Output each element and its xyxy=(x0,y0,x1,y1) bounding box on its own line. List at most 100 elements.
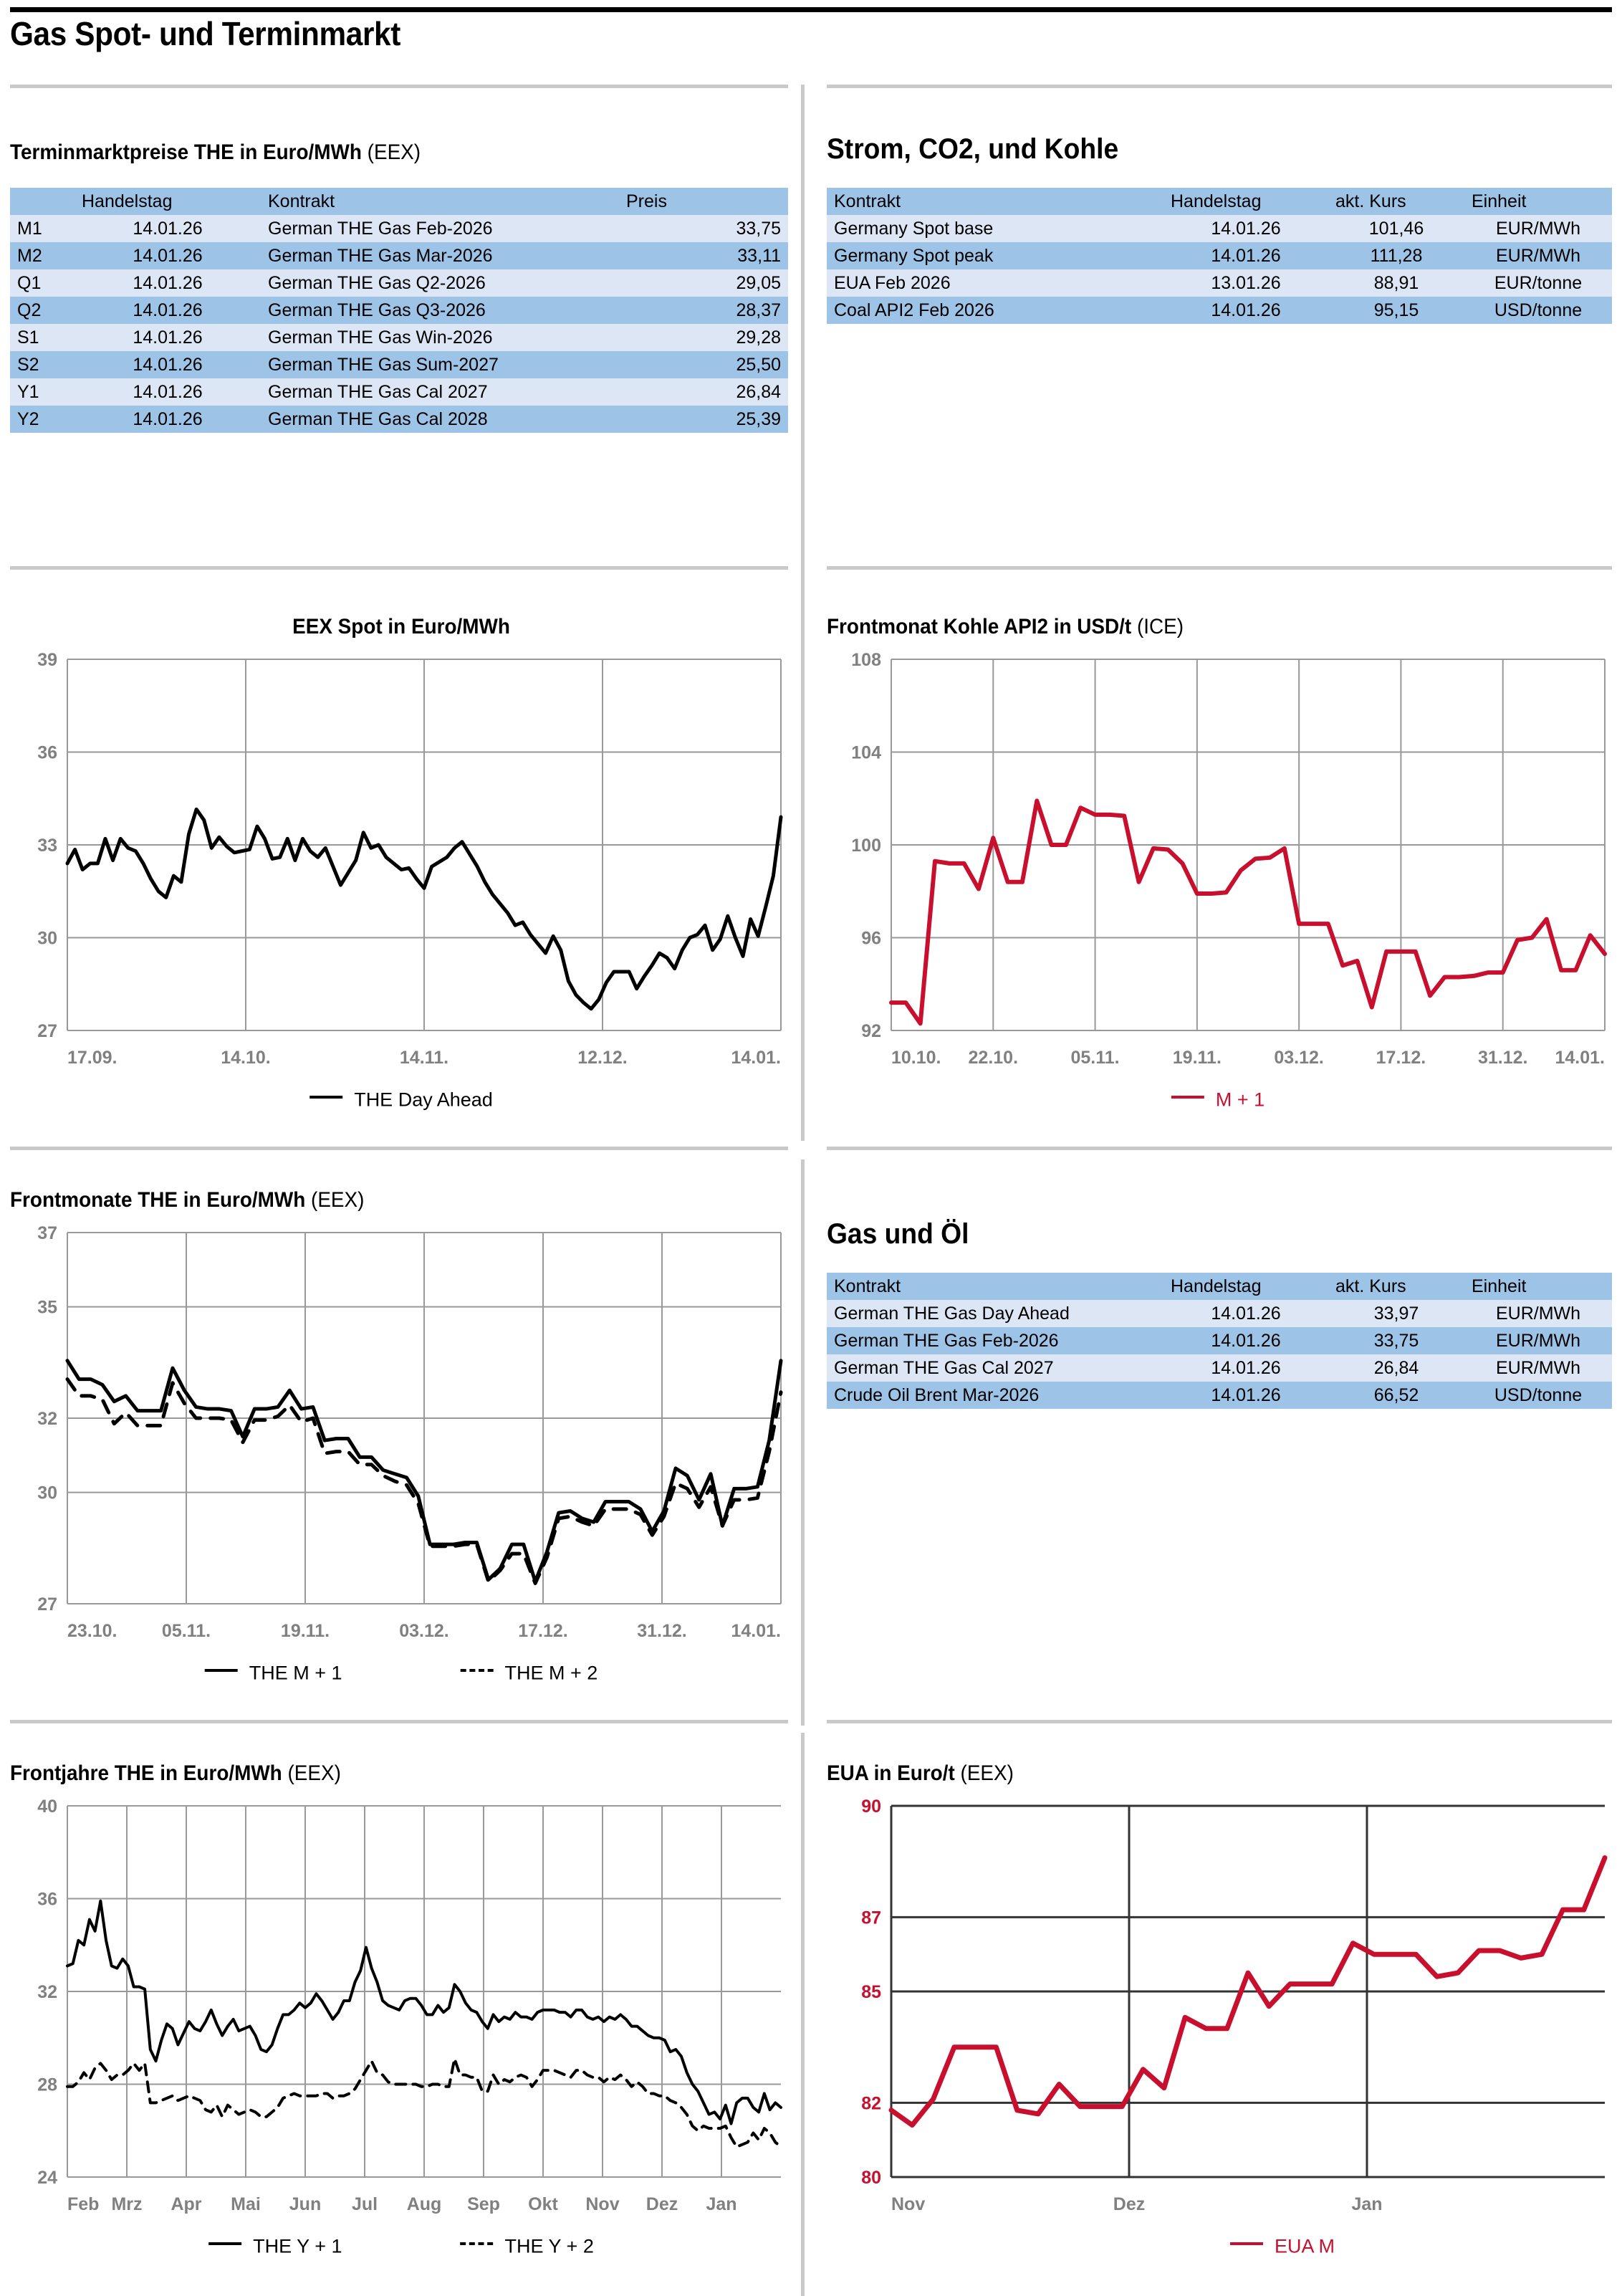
column-divider-mid xyxy=(801,1159,805,1726)
x-axis-tick-label: Jun xyxy=(289,2194,321,2214)
table-row: Y1 14.01.26 German THE Gas Cal 2027 26,84 xyxy=(10,378,788,406)
cell-handelstag: 14.01.26 xyxy=(75,242,261,269)
chart-frontjahre-the: 24 28 32 36 40 Feb Mrz Apr Mai Jun Jul Aug Sep Okt Nov… xyxy=(10,1792,788,2221)
column-divider-upper xyxy=(801,85,805,1141)
legend-eex-spot: THE Day Ahead xyxy=(309,1088,493,1111)
chart-title-text: Frontmonate THE in Euro/MWh xyxy=(10,1188,306,1212)
series-line-2 xyxy=(65,1377,783,1586)
legend-eua: EUA M xyxy=(1229,2234,1335,2257)
x-axis-tick-label: 31.12. xyxy=(1478,1048,1528,1068)
cell-handelstag: 14.01.26 xyxy=(75,269,261,297)
cell-kurs: 111,28 xyxy=(1328,242,1464,269)
legend-label-the-m1: THE M + 1 xyxy=(249,1662,342,1684)
cell-kontrakt: Germany Spot base xyxy=(827,215,1163,242)
legend-line-swatch xyxy=(309,1095,343,1099)
th-kontrakt: Kontrakt xyxy=(827,1273,1163,1300)
cell-kurs: 26,84 xyxy=(1328,1354,1464,1382)
chart-canvas: 24 28 32 36 40 Feb Mrz Apr Mai Jun Jul Aug Sep Okt Nov… xyxy=(37,1797,782,2214)
chart-eex-spot: 27 30 33 36 39 17.09. 14.10. 14.11. 12.12. 14.01. xyxy=(10,645,788,1075)
th-preis: Preis xyxy=(619,188,788,215)
legend-dash-swatch xyxy=(460,1668,494,1672)
cell-einheit: USD/tonne xyxy=(1464,1382,1612,1409)
table-row: Crude Oil Brent Mar-2026 14.01.26 66,52 USD… xyxy=(827,1382,1612,1409)
y-axis-tick-label: 30 xyxy=(37,1483,57,1503)
cell-kontrakt: German THE Gas Cal 2027 xyxy=(261,378,619,406)
y-axis-tick-label: 39 xyxy=(37,650,57,670)
y-axis-tick-label: 27 xyxy=(37,1021,57,1041)
y-axis-tick-label: 40 xyxy=(37,1797,57,1817)
x-axis-tick-label: Mai xyxy=(231,2194,261,2214)
cell-handelstag: 13.01.26 xyxy=(1163,269,1328,297)
th-kontrakt: Kontrakt xyxy=(261,188,619,215)
cell-code: Q1 xyxy=(10,269,75,297)
cell-kontrakt: German THE Gas Q3-2026 xyxy=(261,297,619,324)
x-axis-tick-label: 05.11. xyxy=(1071,1048,1120,1068)
strom-table: Kontrakt Handelstag akt. Kurs Einheit Ge… xyxy=(827,188,1612,324)
th-kurs: akt. Kurs xyxy=(1328,188,1464,215)
x-axis-tick-label: 14.01. xyxy=(731,1048,781,1068)
cell-kontrakt: German THE Gas Feb-2026 xyxy=(827,1327,1163,1354)
y-axis-tick-label: 104 xyxy=(851,743,881,763)
series-line-1 xyxy=(889,798,1607,1026)
cell-einheit: EUR/MWh xyxy=(1464,1327,1612,1354)
cell-preis: 26,84 xyxy=(619,378,788,406)
legend-label-the-m2: THE M + 2 xyxy=(504,1662,598,1684)
th-handelstag: Handelstag xyxy=(1163,1273,1328,1300)
x-axis-tick-label: Apr xyxy=(171,2194,201,2214)
y-axis-tick-label: 108 xyxy=(851,650,881,670)
cell-preis: 28,37 xyxy=(619,297,788,324)
terminmarkt-title-sub: (EEX) xyxy=(367,140,421,164)
cell-kurs: 95,15 xyxy=(1328,297,1464,324)
page-title: Gas Spot- und Terminmarkt xyxy=(10,15,400,52)
x-axis-tick-label: Aug xyxy=(407,2194,442,2214)
terminmarkt-title-main: Terminmarktpreise THE in Euro/MWh xyxy=(10,140,362,164)
x-axis-tick-label: 05.11. xyxy=(162,1621,211,1641)
x-axis-tick-label: Jan xyxy=(1351,2194,1382,2214)
cell-handelstag: 14.01.26 xyxy=(75,324,261,351)
table-row: German THE Gas Cal 2027 14.01.26 26,84 EUR/… xyxy=(827,1354,1612,1382)
x-axis-tick-label: 03.12. xyxy=(399,1621,449,1641)
chart-canvas: 27 30 32 35 37 23.10. 05.11. 19.11. 03.12. 17.12.… xyxy=(37,1223,783,1641)
legend-frontmonate: THE M + 1 THE M + 2 xyxy=(204,1661,598,1684)
y-axis-tick-label: 92 xyxy=(861,1021,881,1041)
chart-title-frontmonate: Frontmonate THE in Euro/MWh (EEX) xyxy=(10,1188,364,1212)
cell-kontrakt: German THE Gas Win-2026 xyxy=(261,324,619,351)
table-header-row: Handelstag Kontrakt Preis xyxy=(10,188,788,215)
column-divider-lower xyxy=(801,1733,805,2296)
x-axis-tick-label: 17.12. xyxy=(1376,1048,1426,1068)
x-axis-tick-label: Nov xyxy=(585,2194,619,2214)
table-row: Y2 14.01.26 German THE Gas Cal 2028 25,39 xyxy=(10,406,788,433)
cell-handelstag: 14.01.26 xyxy=(75,406,261,433)
top-rule xyxy=(10,7,1612,12)
x-axis-tick-label: 10.10. xyxy=(891,1048,941,1068)
legend-line-swatch xyxy=(1229,2242,1263,2245)
x-axis-tick-label: Feb xyxy=(67,2194,99,2214)
cell-handelstag: 14.01.26 xyxy=(1163,297,1328,324)
cell-kontrakt: Germany Spot peak xyxy=(827,242,1163,269)
x-axis-tick-label: 14.01. xyxy=(1555,1048,1605,1068)
series-line-1 xyxy=(65,807,783,1011)
cell-code: S2 xyxy=(10,351,75,378)
chart-title-sub: (EEX) xyxy=(311,1188,365,1212)
y-axis-tick-label: 33 xyxy=(37,836,57,856)
cell-code: M2 xyxy=(10,242,75,269)
x-axis-tick-label: Sep xyxy=(467,2194,500,2214)
table-row: Q2 14.01.26 German THE Gas Q3-2026 28,37 xyxy=(10,297,788,324)
table-row: M2 14.01.26 German THE Gas Mar-2026 33,11 xyxy=(10,242,788,269)
legend-label-the-y1: THE Y + 1 xyxy=(253,2235,342,2257)
table-row: M1 14.01.26 German THE Gas Feb-2026 33,75 xyxy=(10,215,788,242)
chart-title-sub: (ICE) xyxy=(1136,615,1184,638)
chart-title-eua: EUA in Euro/t (EEX) xyxy=(827,1761,1014,1786)
cell-kurs: 88,91 xyxy=(1328,269,1464,297)
series-line-1 xyxy=(65,1359,783,1584)
cell-kontrakt: EUA Feb 2026 xyxy=(827,269,1163,297)
y-axis-tick-label: 32 xyxy=(37,1409,57,1429)
x-axis-tick-label: Mrz xyxy=(111,2194,142,2214)
y-axis-tick-label: 32 xyxy=(37,1982,57,2002)
y-axis-tick-label: 100 xyxy=(851,836,881,856)
cell-handelstag: 14.01.26 xyxy=(75,215,261,242)
table-header-row: Kontrakt Handelstag akt. Kurs Einheit xyxy=(827,1273,1612,1300)
y-axis-tick-label: 35 xyxy=(37,1298,57,1318)
y-axis-tick-label: 80 xyxy=(861,2168,881,2188)
legend-label-the-y2: THE Y + 2 xyxy=(504,2235,594,2257)
